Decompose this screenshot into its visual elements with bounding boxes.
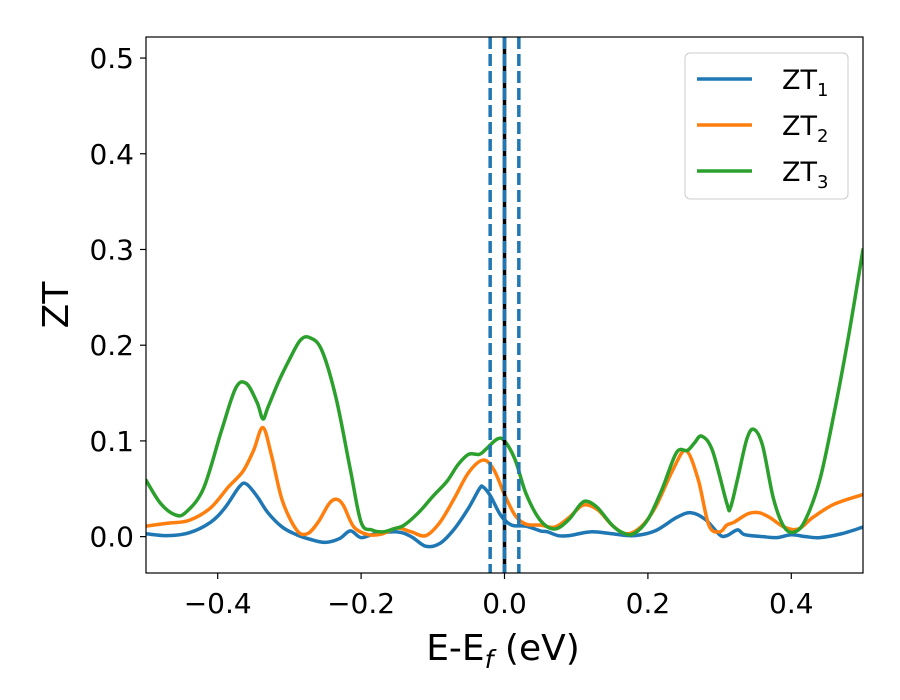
y-tick-label: 0.2 bbox=[89, 329, 134, 362]
y-tick-label: 0.4 bbox=[89, 138, 134, 171]
series-line-zt1 bbox=[146, 481, 863, 549]
y-tick-label: 0.3 bbox=[89, 233, 134, 266]
x-tick-label: 0.4 bbox=[769, 587, 814, 620]
series-line-zt2 bbox=[146, 425, 863, 538]
x-tick-label: 0.0 bbox=[482, 587, 527, 620]
legend-box bbox=[684, 52, 849, 200]
y-tick-label: 0.1 bbox=[89, 425, 134, 458]
x-tick-label: −0.4 bbox=[184, 587, 252, 620]
reference-lines bbox=[488, 37, 521, 573]
y-axis: 0.0 0.1 0.2 0.3 0.4 0.5 bbox=[89, 42, 146, 554]
x-axis: −0.4 −0.2 0.0 0.2 0.4 bbox=[184, 573, 814, 620]
legend-label-zt1: ZT1 bbox=[782, 65, 828, 101]
legend-label-zt3: ZT3 bbox=[782, 157, 828, 193]
series-layer bbox=[146, 247, 863, 549]
x-tick-label: −0.2 bbox=[327, 587, 395, 620]
x-tick-label: 0.2 bbox=[626, 587, 671, 620]
y-tick-label: 0.5 bbox=[89, 42, 134, 75]
series-line-zt3 bbox=[146, 247, 863, 537]
y-axis-label: ZT bbox=[36, 281, 77, 329]
y-tick-label: 0.0 bbox=[89, 521, 134, 554]
legend-label-zt2: ZT2 bbox=[782, 111, 828, 147]
legend: ZT1 ZT2 ZT3 bbox=[684, 52, 849, 200]
x-axis-label: E-Ef (eV) bbox=[426, 628, 580, 674]
